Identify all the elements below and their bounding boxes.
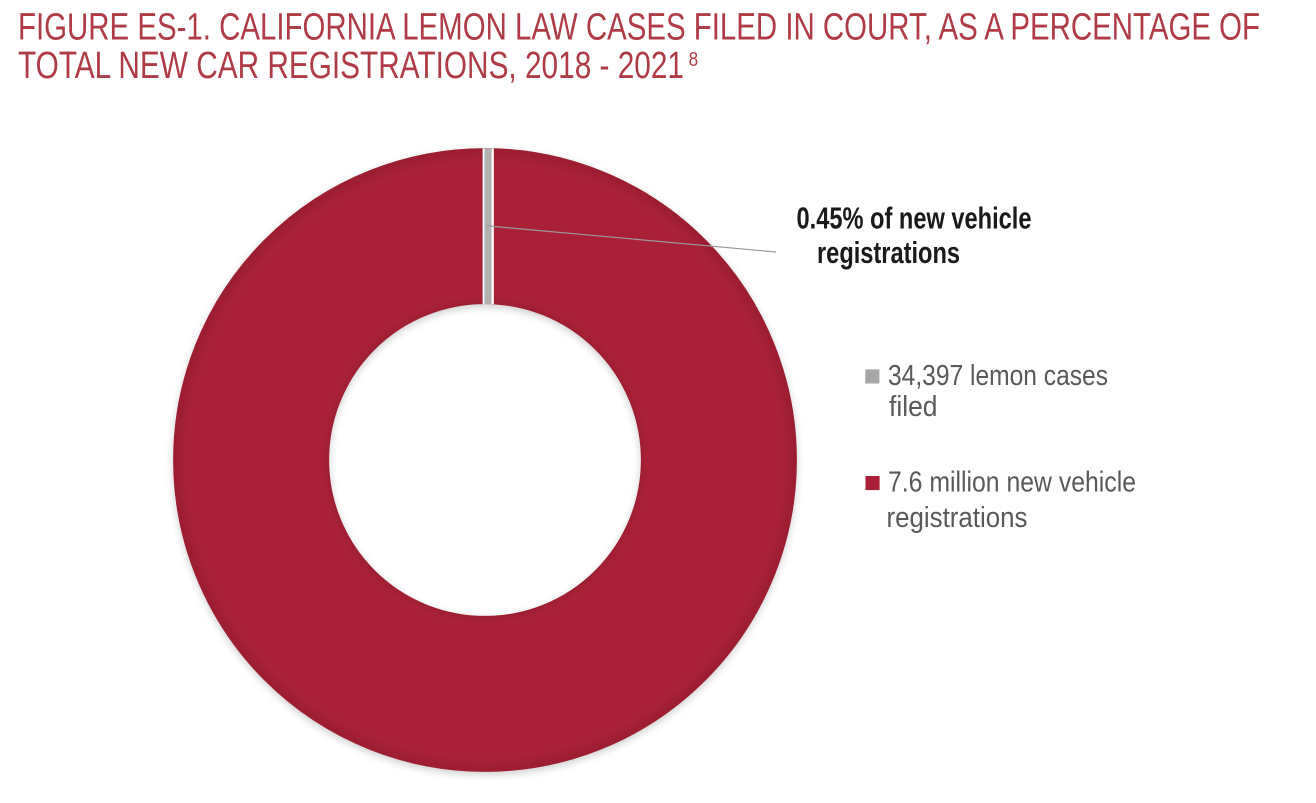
svg-text:TOTAL NEW CAR REGISTRATIONS, 2: TOTAL NEW CAR REGISTRATIONS, 2018 - 2021	[18, 45, 684, 87]
svg-text:registrations: registrations	[817, 235, 960, 270]
svg-text:7.6 million new vehicle: 7.6 million new vehicle	[888, 467, 1136, 499]
svg-text:34,397 lemon cases: 34,397 lemon cases	[888, 360, 1108, 392]
svg-text:FIGURE ES-1. CALIFORNIA LEMON: FIGURE ES-1. CALIFORNIA LEMON LAW CASES …	[18, 7, 1260, 49]
svg-text:filed: filed	[889, 391, 938, 423]
svg-text:registrations: registrations	[887, 502, 1028, 534]
svg-text:0.45% of new vehicle: 0.45% of new vehicle	[797, 201, 1032, 236]
svg-text:8: 8	[689, 49, 699, 71]
